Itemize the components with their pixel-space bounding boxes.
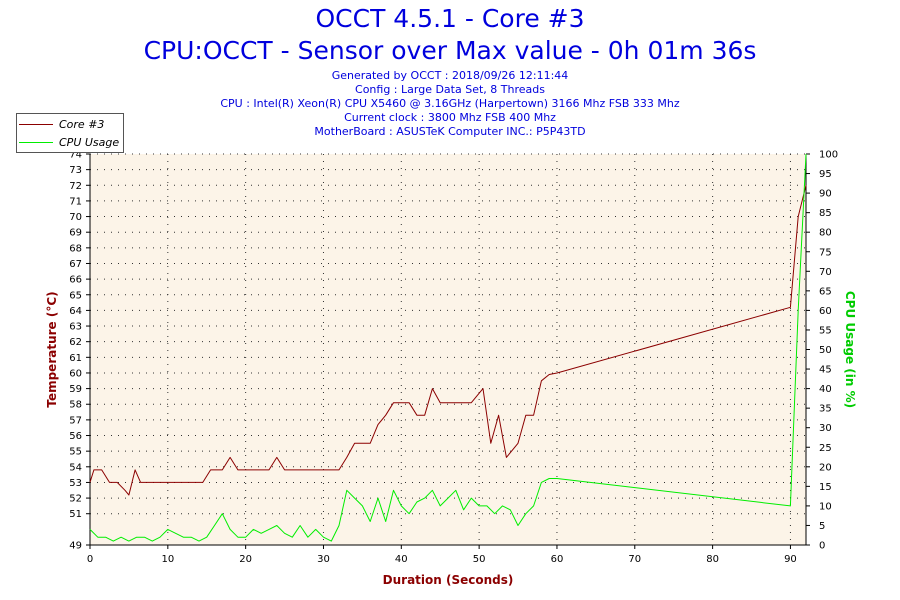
y-left-tick-label: 67: [69, 259, 82, 270]
x-tick-label: 60: [551, 554, 564, 565]
y-right-tick-label: 70: [819, 267, 832, 278]
y-right-tick-label: 15: [819, 482, 832, 493]
y-right-tick-label: 60: [819, 306, 832, 317]
y-left-tick-label: 66: [69, 275, 82, 286]
y-axis-label-right: CPU Usage (in %): [843, 291, 857, 408]
y-right-tick-label: 100: [819, 150, 838, 161]
y-left-tick-label: 59: [69, 384, 82, 395]
plot-area: [90, 154, 806, 545]
x-tick-label: 70: [628, 554, 641, 565]
x-tick-label: 80: [706, 554, 719, 565]
y-right-tick-label: 80: [819, 228, 832, 239]
y-left-tick-label: 52: [69, 494, 82, 505]
y-left-tick-label: 55: [69, 447, 82, 458]
y-left-tick-label: 62: [69, 337, 82, 348]
y-left-tick-label: 57: [69, 415, 82, 426]
y-axis-label-left: Temperature (°C): [45, 291, 59, 407]
y-left-tick-label: 68: [69, 243, 82, 254]
y-right-tick-label: 55: [819, 325, 832, 336]
y-left-tick-label: 69: [69, 228, 82, 239]
y-left-tick-label: 72: [69, 181, 82, 192]
info-generated: Generated by OCCT : 2018/09/26 12:11:44: [331, 69, 569, 82]
info-motherboard: MotherBoard : ASUSTeK Computer INC.: P5P…: [314, 125, 586, 138]
y-right-tick-label: 90: [819, 189, 832, 200]
y-left-tick-label: 61: [69, 353, 82, 364]
y-right-tick-label: 35: [819, 404, 832, 415]
x-axis-label: Duration (Seconds): [383, 573, 514, 587]
x-tick-label: 30: [317, 554, 330, 565]
info-config: Config : Large Data Set, 8 Threads: [355, 83, 545, 96]
y-left-tick-label: 64: [69, 306, 82, 317]
x-tick-label: 50: [473, 554, 486, 565]
y-left-tick-label: 60: [69, 368, 82, 379]
y-left-tick-label: 56: [69, 431, 82, 442]
y-right-tick-label: 0: [819, 541, 825, 552]
y-left-tick-label: 74: [69, 150, 82, 161]
y-left-tick-label: 58: [69, 400, 82, 411]
y-right-tick-label: 75: [819, 247, 832, 258]
y-left-tick-label: 71: [69, 196, 82, 207]
y-left-tick-label: 49: [69, 541, 82, 552]
y-left-tick-label: 70: [69, 212, 82, 223]
legend-item-core: Core #3: [19, 116, 104, 132]
legend-swatch-usage: [19, 141, 53, 143]
x-tick-label: 0: [87, 554, 93, 565]
y-right-tick-label: 85: [819, 208, 832, 219]
y-right-tick-label: 65: [819, 286, 832, 297]
y-right-tick-label: 30: [819, 423, 832, 434]
legend-label-core: Core #3: [59, 117, 105, 131]
y-left-tick-label: 63: [69, 322, 82, 333]
y-right-tick-label: 20: [819, 462, 832, 473]
chart-info: Generated by OCCT : 2018/09/26 12:11:44 …: [0, 69, 900, 139]
y-right-tick-label: 50: [819, 345, 832, 356]
x-tick-label: 20: [239, 554, 252, 565]
y-left-tick-label: 51: [69, 509, 82, 520]
y-right-tick-label: 40: [819, 384, 832, 395]
legend-label-usage: CPU Usage: [59, 135, 120, 149]
legend: Core #3 CPU Usage: [16, 113, 124, 153]
y-right-tick-label: 45: [819, 365, 832, 376]
legend-swatch-core: [19, 123, 53, 125]
info-cpu: CPU : Intel(R) Xeon(R) CPU X5460 @ 3.16G…: [220, 97, 680, 110]
y-right-tick-label: 5: [819, 521, 825, 532]
chart-subtitle: CPU:OCCT - Sensor over Max value - 0h 01…: [143, 36, 757, 65]
legend-item-usage: CPU Usage: [19, 134, 119, 150]
info-clock: Current clock : 3800 Mhz FSB 400 Mhz: [344, 111, 556, 124]
y-right-tick-label: 95: [819, 169, 832, 180]
x-tick-label: 10: [161, 554, 174, 565]
y-right-tick-label: 25: [819, 443, 832, 454]
x-tick-label: 90: [784, 554, 797, 565]
y-left-tick-label: 73: [69, 165, 82, 176]
y-left-tick-label: 65: [69, 290, 82, 301]
x-tick-label: 40: [395, 554, 408, 565]
series-line-usage: [89, 153, 807, 542]
series-line-core: [89, 185, 807, 496]
chart-title: OCCT 4.5.1 - Core #3: [315, 4, 585, 33]
y-left-tick-label: 54: [69, 462, 82, 473]
y-right-tick-label: 10: [819, 501, 832, 512]
y-left-tick-label: 53: [69, 478, 82, 489]
